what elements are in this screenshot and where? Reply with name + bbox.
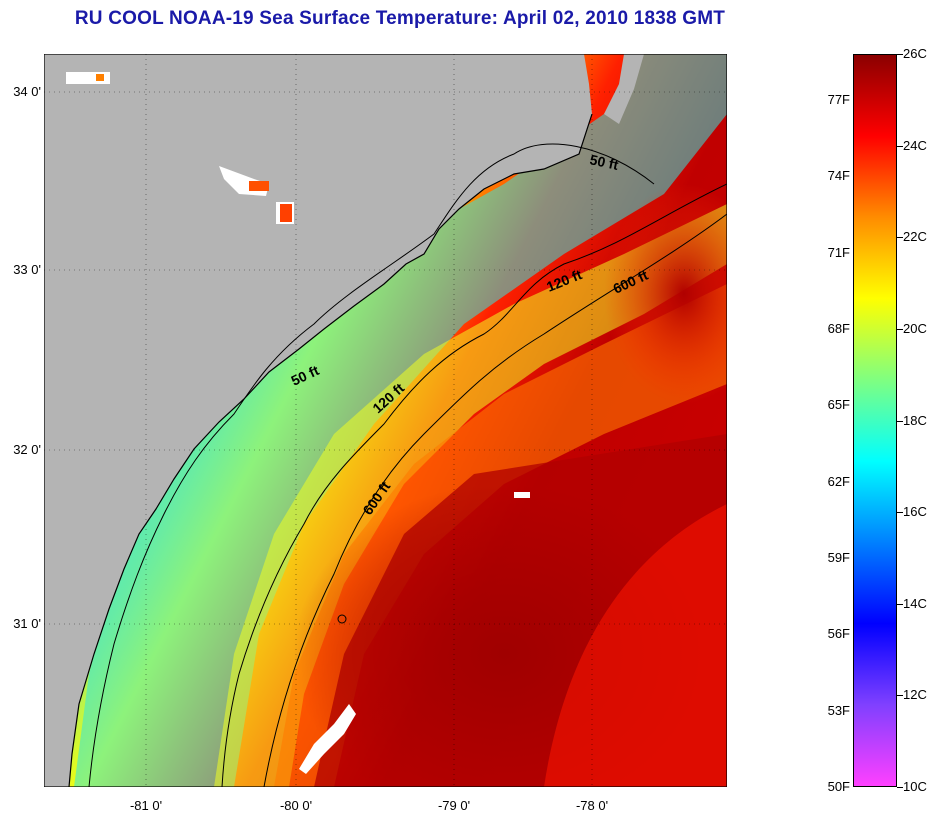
colorbar-tick xyxy=(897,54,903,55)
colorbar-fahrenheit-label: 77F xyxy=(827,91,850,107)
colorbar-fahrenheit-label: 65F xyxy=(827,397,850,413)
colorbar-fahrenheit-label: 53F xyxy=(827,702,850,718)
colorbar-fahrenheit-label: 59F xyxy=(827,549,850,565)
isobath-label-50ft-north: 50 ft xyxy=(588,151,620,173)
lon-label-80: -80 0' xyxy=(279,798,313,813)
colorbar-tick xyxy=(897,145,903,147)
lon-label-79: -79 0' xyxy=(437,798,471,813)
temperature-colorbar xyxy=(853,54,897,787)
lat-label-31: 31 0' xyxy=(13,616,41,631)
colorbar-tick xyxy=(897,328,903,330)
lat-label-33: 33 0' xyxy=(13,262,41,277)
colorbar-celsius-label: 10C xyxy=(903,779,927,794)
colorbar-tick xyxy=(897,420,903,422)
colorbar-celsius-label: 24C xyxy=(903,137,927,153)
lat-label-32: 32 0' xyxy=(13,442,41,457)
colorbar-celsius-label: 22C xyxy=(903,229,927,245)
colorbar-celsius-label: 18C xyxy=(903,412,927,428)
isobath-600ft xyxy=(263,213,727,787)
sst-map-image: 50 ft 50 ft 120 ft 120 ft 600 ft 600 ft xyxy=(44,54,727,787)
lon-label-78: -78 0' xyxy=(575,798,609,813)
colorbar-tick xyxy=(897,237,903,239)
colorbar-celsius-label: 16C xyxy=(903,504,927,520)
sst-map[interactable]: 50 ft 50 ft 120 ft 120 ft 600 ft 600 ft xyxy=(44,54,727,787)
colorbar-tick xyxy=(897,787,903,788)
colorbar-tick xyxy=(897,512,903,514)
colorbar-fahrenheit-label: 62F xyxy=(827,473,850,489)
colorbar-fahrenheit-label: 68F xyxy=(827,320,850,336)
isobath-50ft xyxy=(88,143,655,787)
lat-label-34: 34 0' xyxy=(13,84,41,99)
colorbar-fahrenheit-label: 71F xyxy=(827,244,850,260)
colorbar-celsius-label: 26C xyxy=(903,46,927,61)
colorbar-celsius-label: 20C xyxy=(903,320,927,336)
lon-label-81: -81 0' xyxy=(129,798,163,813)
colorbar-fahrenheit-label: 56F xyxy=(827,626,850,642)
colorbar-tick xyxy=(897,603,903,605)
land-mass xyxy=(44,54,592,787)
colorbar-fahrenheit-label: 74F xyxy=(827,168,850,184)
colorbar-tick xyxy=(897,695,903,697)
colorbar-celsius-label: 14C xyxy=(903,595,927,611)
colorbar-fahrenheit-label: 50F xyxy=(827,779,850,794)
isobath-120ft xyxy=(221,183,727,787)
colorbar-celsius-label: 12C xyxy=(903,687,927,703)
map-title: RU COOL NOAA-19 Sea Surface Temperature:… xyxy=(74,8,726,29)
